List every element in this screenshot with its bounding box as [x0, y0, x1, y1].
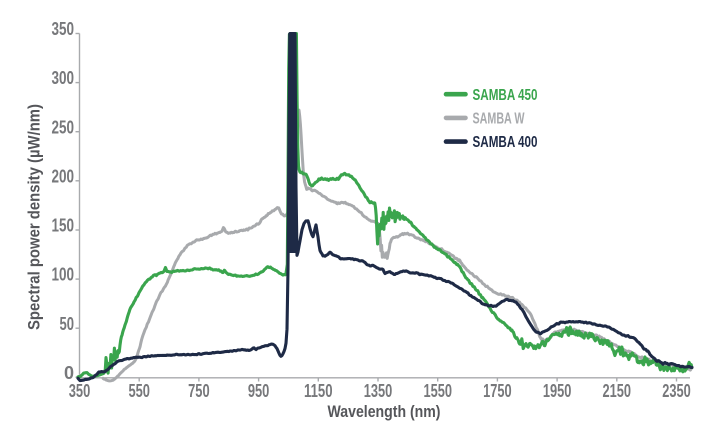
- svg-text:1150: 1150: [304, 381, 333, 401]
- svg-text:1550: 1550: [423, 381, 452, 401]
- svg-text:0: 0: [64, 363, 74, 383]
- svg-text:SAMBA W: SAMBA W: [473, 111, 526, 128]
- svg-text:350: 350: [52, 19, 75, 39]
- svg-text:550: 550: [128, 381, 150, 401]
- svg-text:200: 200: [52, 166, 75, 186]
- svg-text:50: 50: [60, 314, 75, 334]
- svg-text:1950: 1950: [543, 381, 572, 401]
- svg-text:250: 250: [52, 117, 75, 137]
- svg-text:1350: 1350: [364, 381, 393, 401]
- svg-text:2350: 2350: [662, 381, 691, 401]
- svg-text:Spectral power density (µW/nm): Spectral power density (µW/nm): [26, 104, 44, 330]
- svg-text:Wavelength (nm): Wavelength (nm): [328, 403, 441, 421]
- svg-text:150: 150: [52, 216, 75, 236]
- svg-text:1750: 1750: [483, 381, 512, 401]
- svg-text:SAMBA 400: SAMBA 400: [473, 134, 538, 151]
- svg-text:750: 750: [188, 381, 210, 401]
- svg-text:300: 300: [52, 68, 75, 88]
- svg-text:950: 950: [248, 381, 270, 401]
- svg-text:350: 350: [69, 381, 91, 401]
- svg-text:SAMBA 450: SAMBA 450: [473, 87, 538, 104]
- svg-text:2150: 2150: [603, 381, 632, 401]
- svg-text:100: 100: [52, 265, 75, 285]
